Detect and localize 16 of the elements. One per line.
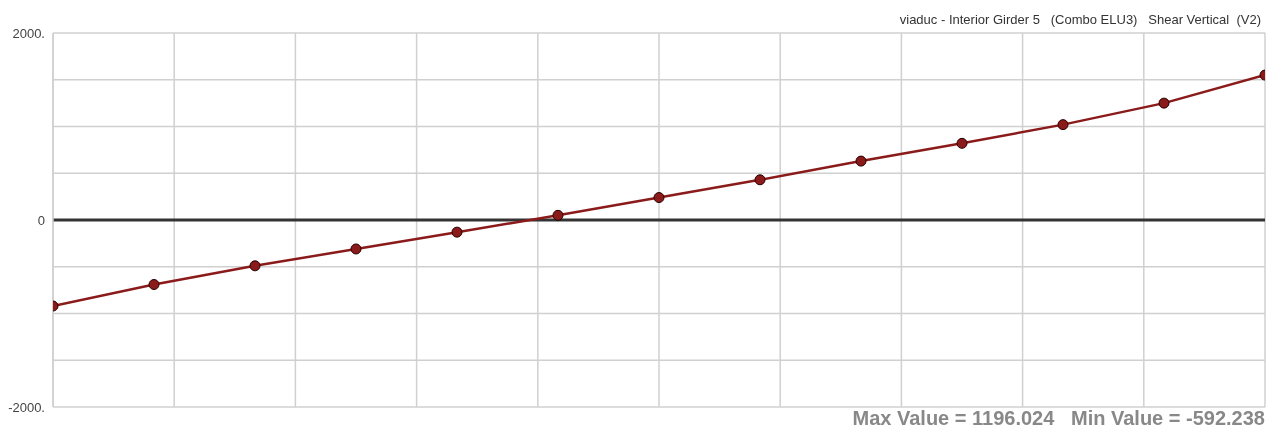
chart-title: viaduc - Interior Girder 5 (Combo ELU3) Shear Vertical (V2) [899, 12, 1261, 27]
annotation: Max Value = 1196.024 Min Value = -592.238 [852, 407, 1265, 430]
point [1158, 97, 1170, 109]
point [754, 174, 766, 186]
point [451, 226, 463, 238]
point [956, 137, 968, 149]
point [148, 279, 160, 291]
point [855, 155, 867, 167]
y-tick-label: 2000. [12, 25, 45, 41]
point [350, 243, 362, 255]
point [552, 209, 564, 221]
point [249, 260, 261, 272]
point [653, 192, 665, 204]
y-tick-label: -2000. [8, 399, 45, 415]
point [1057, 119, 1069, 131]
y-tick-label: 0 [37, 212, 45, 228]
